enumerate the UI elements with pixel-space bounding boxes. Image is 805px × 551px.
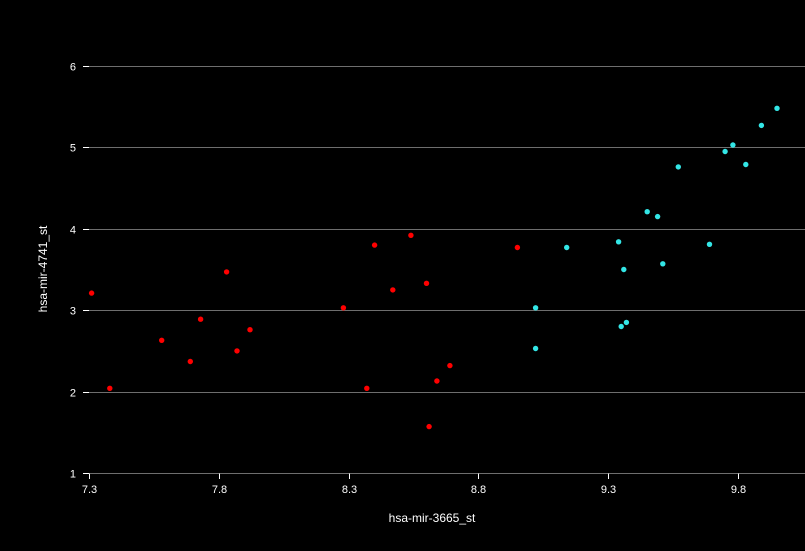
red-data-point [223,269,230,275]
red-data-point [434,378,440,384]
cyan-data-point [532,345,539,352]
x-tick-label: 8.3 [342,484,357,496]
cyan-data-point [621,266,627,273]
red-data-point [423,280,430,286]
red-data-point [197,316,204,322]
y-tick-label: 5 [70,143,76,155]
cyan-data-point [660,261,666,267]
axis-ticks: 1 2 3 4 5 6 7.3 7.8 8.3 8.8 9.3 9.8 [70,62,746,497]
cyan-data-point [706,241,713,247]
y-axis-label: hsa-mir-4741_st [36,225,50,312]
x-axis-label: hsa-mir-3665_st [389,511,476,525]
red-data-point [408,232,414,238]
cyan-data-point [743,161,749,168]
cyan-data-point [722,148,728,155]
cyan-data-point [675,164,681,170]
x-tick-label: 9.8 [731,484,746,496]
cyan-data-point [532,305,539,311]
grid-lines [89,66,805,474]
cyan-data-point [564,244,570,251]
red-data-point [234,348,240,354]
red-data-point [447,362,453,369]
red-data-point [340,305,347,311]
red-data-point [247,327,253,333]
x-tick-label: 7.3 [82,484,97,496]
y-tick-label: 4 [70,225,76,237]
cyan-data-point [615,239,622,245]
y-tick-label: 6 [70,62,76,74]
x-tick-label: 7.8 [212,484,227,496]
x-tick-label: 9.3 [601,484,616,496]
y-tick-label: 2 [70,388,76,400]
data-points [88,105,780,430]
red-data-point [364,385,370,391]
y-tick-label: 3 [70,306,76,318]
red-data-point [187,358,193,365]
cyan-data-point [730,142,736,148]
cyan-data-point [774,105,780,112]
red-data-point [390,287,396,293]
red-data-point [159,337,165,343]
y-tick-label: 1 [70,469,76,481]
cyan-data-point [618,323,624,330]
red-data-point [371,242,378,248]
cyan-data-point [623,319,630,326]
red-data-point [514,244,521,251]
cyan-data-point [654,213,661,220]
cyan-data-point [758,122,765,129]
red-data-point [107,385,113,391]
red-data-point [426,423,432,430]
cyan-data-point [644,209,650,215]
red-data-point [88,290,95,296]
x-tick-label: 8.8 [471,484,486,496]
